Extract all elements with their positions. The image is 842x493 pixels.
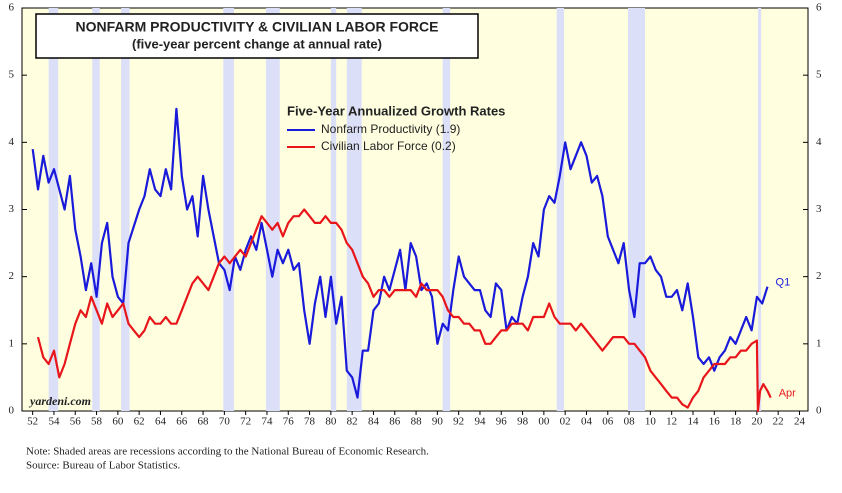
recession-band — [121, 8, 130, 411]
end-label: Apr — [779, 387, 796, 399]
source: Source: Bureau of Labor Statistics. — [26, 460, 181, 472]
chart-title: NONFARM PRODUCTIVITY & CIVILIAN LABOR FO… — [76, 19, 439, 35]
x-tick-label: 64 — [155, 416, 167, 428]
x-tick-label: 72 — [240, 416, 251, 428]
x-tick-label: 78 — [304, 416, 316, 428]
x-tick-label: 80 — [325, 416, 337, 428]
x-tick-label: 00 — [538, 416, 550, 428]
watermark: yardeni.com — [28, 394, 91, 408]
x-tick-label: 20 — [751, 416, 763, 428]
x-tick-label: 88 — [411, 416, 423, 428]
x-tick-label: 04 — [581, 416, 593, 428]
x-tick-label: 86 — [389, 416, 401, 428]
x-tick-label: 10 — [645, 416, 657, 428]
x-tick-label: 56 — [70, 416, 82, 428]
x-tick-label: 54 — [48, 416, 60, 428]
x-tick-label: 82 — [347, 416, 358, 428]
legend-title: Five-Year Annualized Growth Rates — [287, 103, 505, 118]
x-tick-label: 68 — [198, 416, 210, 428]
x-tick-label: 76 — [283, 416, 295, 428]
y-tick-label: 5 — [9, 69, 15, 81]
end-label: Q1 — [776, 277, 791, 289]
y-tick-label: 3 — [9, 203, 15, 215]
x-tick-label: 06 — [602, 416, 614, 428]
recession-band — [330, 8, 337, 411]
y-tick-label: 4 — [9, 136, 15, 148]
y2-tick-label: 2 — [816, 270, 822, 282]
recession-band — [223, 8, 234, 411]
series-line — [36, 208, 772, 413]
recession-band — [265, 8, 280, 411]
x-tick-label: 14 — [687, 416, 699, 428]
x-tick-label: 58 — [91, 416, 103, 428]
series-line — [31, 107, 769, 399]
recession-band — [442, 8, 451, 411]
x-tick-label: 12 — [666, 416, 677, 428]
x-tick-label: 66 — [176, 416, 188, 428]
x-tick-label: 62 — [134, 416, 145, 428]
recession-band — [556, 8, 565, 411]
legend-label: Civilian Labor Force (0.2) — [321, 139, 456, 153]
x-tick-label: 24 — [794, 416, 806, 428]
x-tick-label: 96 — [496, 416, 508, 428]
y2-tick-label: 0 — [816, 405, 822, 417]
recession-band — [346, 8, 362, 411]
x-tick-label: 98 — [517, 416, 529, 428]
y2-tick-label: 5 — [816, 69, 822, 81]
x-tick-label: 18 — [730, 416, 742, 428]
legend-label: Nonfarm Productivity (1.9) — [321, 122, 460, 136]
x-tick-label: 90 — [432, 416, 444, 428]
chart-subtitle: (five-year percent change at annual rate… — [132, 36, 382, 51]
y-tick-label: 6 — [9, 2, 15, 14]
y-tick-label: 0 — [9, 405, 15, 417]
x-tick-label: 52 — [27, 416, 38, 428]
y-tick-label: 1 — [9, 337, 15, 349]
recession-band — [48, 8, 59, 411]
plot-background — [21, 7, 809, 412]
y2-tick-label: 6 — [816, 2, 822, 14]
recession-band — [757, 8, 762, 411]
recession-band — [628, 8, 646, 411]
x-tick-label: 08 — [624, 416, 636, 428]
note: Note: Shaded areas are recessions accord… — [26, 446, 429, 458]
x-tick-label: 94 — [474, 416, 486, 428]
x-tick-label: 22 — [773, 416, 784, 428]
title-box — [35, 13, 479, 59]
recession-band — [92, 8, 100, 411]
x-tick-label: 84 — [368, 416, 380, 428]
x-tick-label: 60 — [112, 416, 124, 428]
y2-tick-label: 1 — [816, 337, 822, 349]
x-tick-label: 02 — [560, 416, 571, 428]
x-tick-label: 92 — [453, 416, 464, 428]
x-tick-label: 74 — [261, 416, 273, 428]
y-tick-label: 2 — [9, 270, 15, 282]
x-tick-label: 70 — [219, 416, 231, 428]
y2-tick-label: 3 — [816, 203, 822, 215]
y2-tick-label: 4 — [816, 136, 822, 148]
x-tick-label: 16 — [709, 416, 721, 428]
